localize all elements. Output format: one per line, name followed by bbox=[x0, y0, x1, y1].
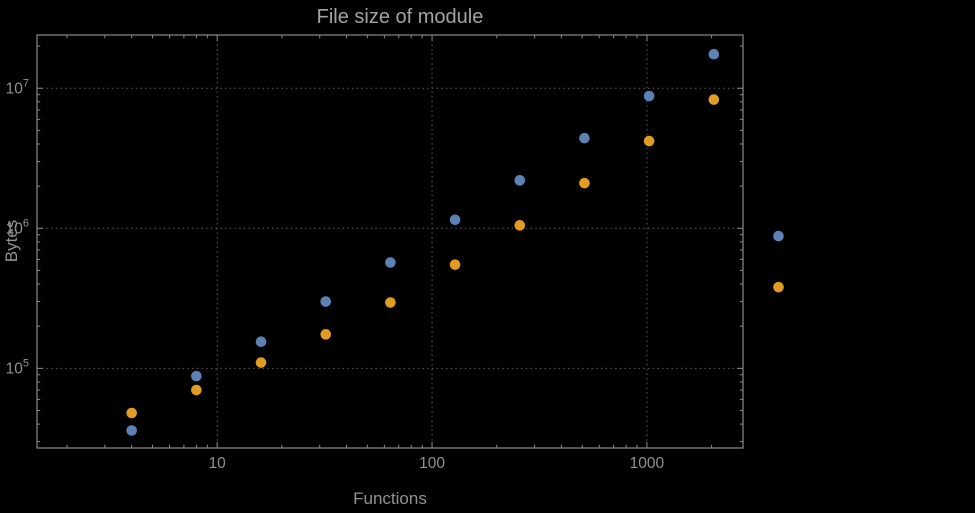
data-point bbox=[385, 297, 396, 308]
x-tick-label: 1000 bbox=[630, 455, 665, 472]
y-tick-labels: 105 106 107 bbox=[6, 77, 29, 377]
data-point bbox=[385, 257, 396, 268]
data-point bbox=[191, 370, 202, 382]
chart-title: File size of module bbox=[316, 6, 484, 28]
data-point bbox=[255, 336, 267, 348]
x-tick-label: 100 bbox=[419, 455, 445, 472]
data-point bbox=[773, 230, 784, 242]
data-point bbox=[320, 329, 332, 340]
data-point bbox=[449, 259, 461, 270]
data-point bbox=[514, 220, 526, 231]
data-point bbox=[191, 384, 202, 396]
data-point bbox=[514, 175, 526, 186]
y-tick-label: 106 bbox=[6, 217, 29, 237]
axis-ticks bbox=[37, 35, 743, 448]
series-2-points bbox=[126, 94, 784, 419]
y-tick-label: 107 bbox=[6, 77, 29, 97]
x-tick-labels: 10 100 1000 bbox=[209, 455, 665, 472]
x-axis-label: Functions bbox=[353, 489, 427, 508]
data-point bbox=[643, 135, 655, 147]
data-point bbox=[708, 94, 720, 105]
y-axis-label: Bytes bbox=[2, 219, 21, 263]
y-tick-label: 105 bbox=[6, 357, 29, 377]
x-tick-label: 10 bbox=[209, 455, 227, 472]
gridlines bbox=[37, 35, 743, 448]
data-point bbox=[579, 132, 590, 144]
data-point bbox=[773, 281, 784, 293]
data-point bbox=[579, 177, 590, 189]
data-point bbox=[255, 357, 267, 368]
data-point bbox=[708, 48, 720, 60]
data-point bbox=[643, 90, 655, 102]
data-point bbox=[449, 214, 461, 226]
plot-frame bbox=[36, 34, 744, 449]
data-point bbox=[320, 296, 332, 307]
data-point bbox=[126, 407, 137, 419]
data-point bbox=[126, 425, 137, 436]
series-1-points bbox=[126, 48, 784, 436]
